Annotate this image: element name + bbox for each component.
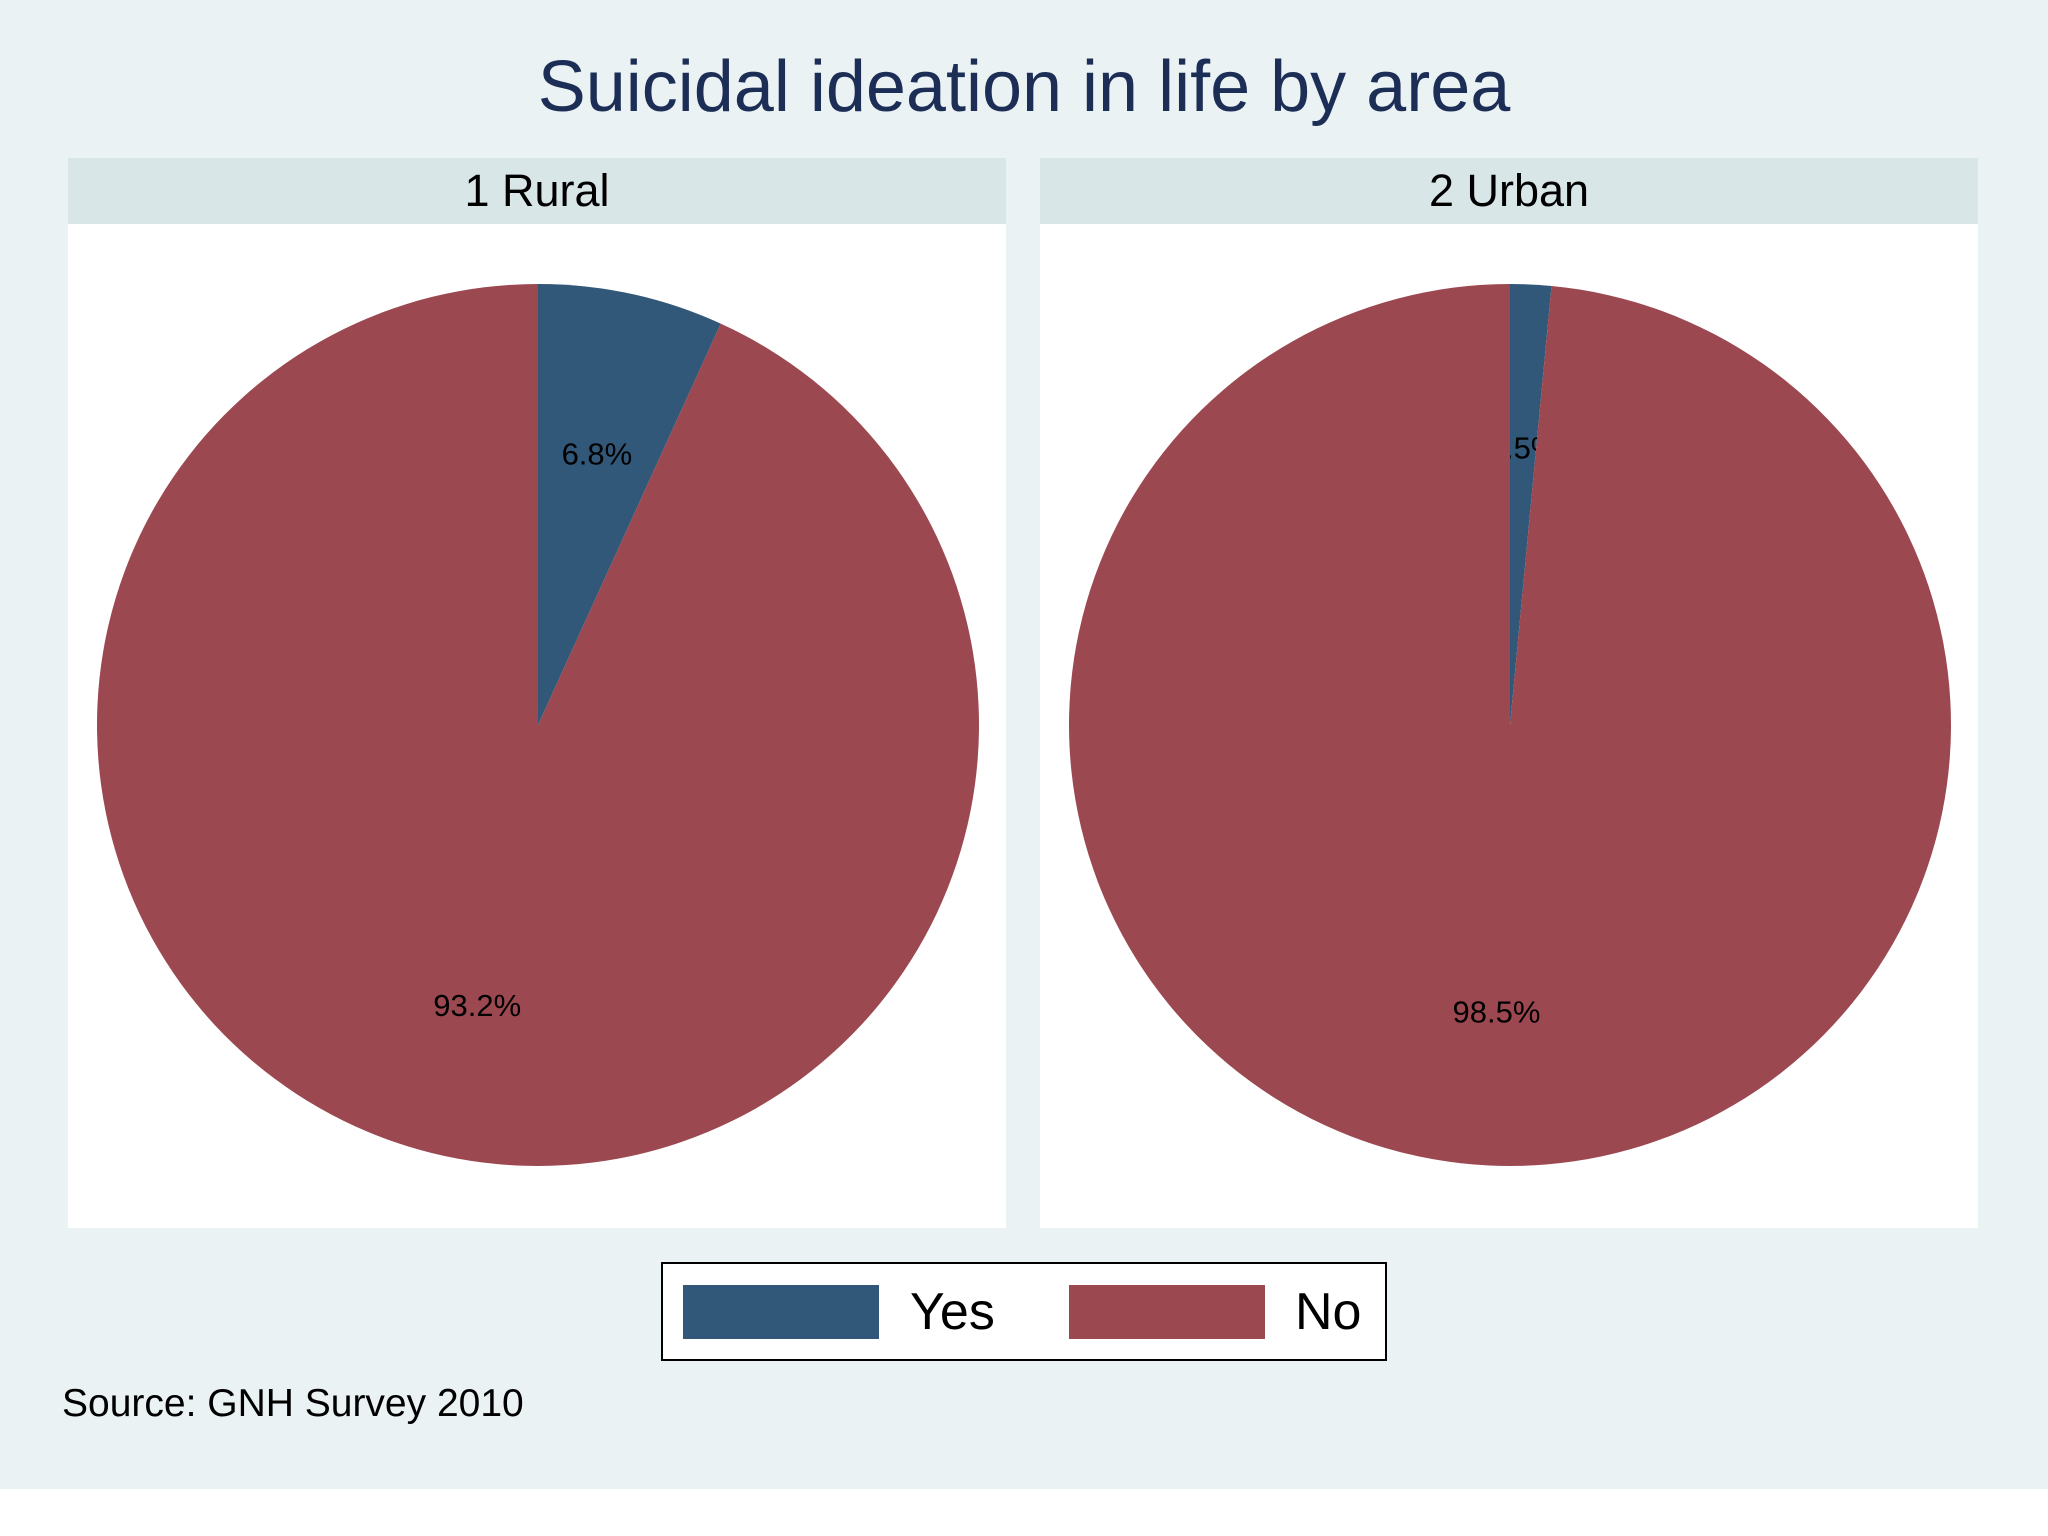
pie-slice-rural-no bbox=[97, 284, 980, 1166]
pie-chart-rural: 6.8% 93.2% bbox=[97, 284, 980, 1166]
pie-label-rural-yes: 6.8% bbox=[562, 436, 633, 471]
panel-header-urban: 2 Urban bbox=[1040, 158, 1978, 224]
legend: Yes No bbox=[661, 1262, 1387, 1361]
legend-swatch-yes bbox=[683, 1285, 879, 1339]
pie-slice-urban-no bbox=[1069, 284, 1951, 1166]
chart-title: Suicidal ideation in life by area bbox=[537, 47, 1511, 127]
chart-canvas: Suicidal ideation in life by area 1 Rura… bbox=[0, 0, 2048, 1489]
legend-swatch-no bbox=[1069, 1285, 1265, 1339]
panel-header-rural: 1 Rural bbox=[68, 158, 1006, 224]
pie-slice-urban-yes bbox=[1510, 284, 1552, 725]
pie-label-rural-no: 93.2% bbox=[433, 988, 521, 1023]
legend-label-no: No bbox=[1295, 1283, 1362, 1341]
pie-label-urban-no: 98.5% bbox=[1453, 994, 1541, 1029]
pie-chart-urban: 1.5%98.5% bbox=[1069, 284, 1951, 1166]
pie-slice-rural-yes bbox=[538, 284, 721, 725]
source-note: Source: GNH Survey 2010 bbox=[62, 1382, 524, 1425]
panel-urban: 1.5% 98.5% bbox=[1040, 224, 1978, 1228]
panel-rural: 6.8% 93.2% bbox=[68, 224, 1006, 1228]
legend-label-yes: Yes bbox=[910, 1283, 995, 1341]
